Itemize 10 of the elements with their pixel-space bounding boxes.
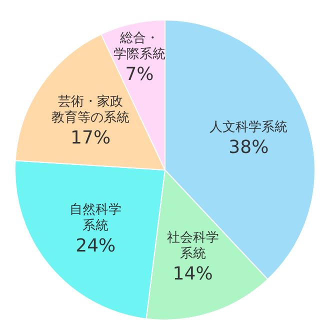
slice-label: 自然科学系統 [70, 202, 122, 234]
slice-label: 社会科学系統 [166, 230, 219, 262]
slice-label: 総合・学際系統 [113, 30, 166, 62]
data-label: 17% [70, 127, 111, 148]
slice-label: 人文科学系統 [210, 120, 288, 135]
data-label: 38% [228, 136, 269, 158]
data-label: 7% [125, 64, 154, 85]
slice-label: 芸術・家政教育等の系統 [52, 93, 130, 126]
data-label: 24% [76, 235, 116, 256]
data-label: 14% [172, 264, 213, 285]
